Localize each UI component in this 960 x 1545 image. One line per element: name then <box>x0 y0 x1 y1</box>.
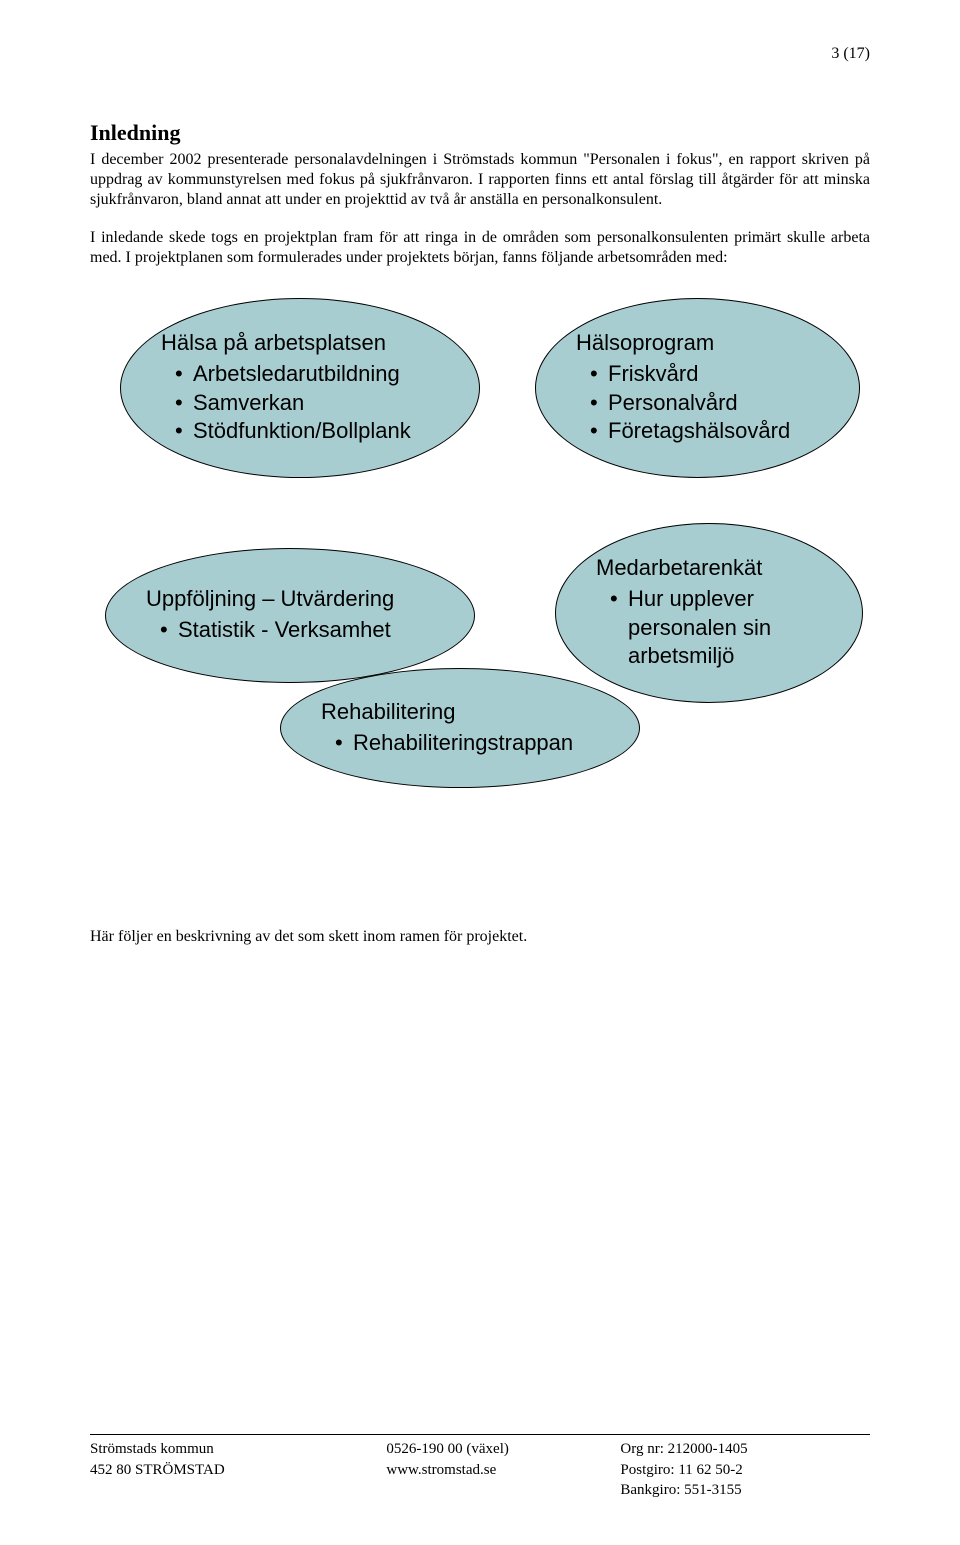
ellipse-list: Hur upplever personalen sin arbetsmiljö <box>596 585 832 671</box>
ellipse-list: Statistik - Verksamhet <box>146 616 444 645</box>
ellipse-list-item: Statistik - Verksamhet <box>160 616 444 645</box>
footer-org-name: Strömstads kommun <box>90 1439 386 1459</box>
ellipse-list-item: Rehabiliteringstrappan <box>335 729 609 758</box>
ellipse-title: Rehabilitering <box>321 699 609 725</box>
ellipse-list-item: Hur upplever personalen sin arbetsmiljö <box>610 585 832 671</box>
paragraph-2: I inledande skede togs en projektplan fr… <box>90 228 870 268</box>
footnote: Här följer en beskrivning av det som ske… <box>90 928 870 946</box>
footer-divider <box>90 1434 870 1435</box>
footer-orgnr: Org nr: 212000-1405 <box>620 1439 870 1459</box>
ellipse-title: Uppföljning – Utvärdering <box>146 586 444 612</box>
footer-col-ids: Org nr: 212000-1405 Postgiro: 11 62 50-2… <box>620 1439 870 1500</box>
ellipse-e1: Hälsa på arbetsplatsen Arbetsledarutbildn… <box>120 298 480 478</box>
ellipse-list-item: Friskvård <box>590 360 829 389</box>
ellipse-list-item: Samverkan <box>175 389 449 418</box>
footer-postgiro: Postgiro: 11 62 50-2 <box>620 1460 870 1480</box>
footer-col-address: Strömstads kommun 452 80 STRÖMSTAD <box>90 1439 386 1500</box>
ellipse-list-item: Personalvård <box>590 389 829 418</box>
footer-bankgiro: Bankgiro: 551-3155 <box>620 1480 870 1500</box>
page-number: 3 (17) <box>831 45 870 63</box>
ellipse-title: Medarbetarenkät <box>596 555 832 581</box>
footer-postal: 452 80 STRÖMSTAD <box>90 1460 386 1480</box>
work-areas-diagram: Hälsa på arbetsplatsen Arbetsledarutbildn… <box>90 298 870 888</box>
ellipse-title: Hälsa på arbetsplatsen <box>161 330 449 356</box>
footer-col-contact: 0526-190 00 (växel) www.stromstad.se <box>386 1439 620 1500</box>
ellipse-list-item: Stödfunktion/Bollplank <box>175 417 449 446</box>
ellipse-e4: Medarbetarenkät Hur upplever personalen s… <box>555 523 863 703</box>
ellipse-list-item: Arbetsledarutbildning <box>175 360 449 389</box>
ellipse-list-item: Företagshälsovård <box>590 417 829 446</box>
page-footer: Strömstads kommun 452 80 STRÖMSTAD 0526-… <box>90 1434 870 1500</box>
ellipse-list: FriskvårdPersonalvårdFöretagshälsovård <box>576 360 829 446</box>
footer-web: www.stromstad.se <box>386 1460 620 1480</box>
ellipse-title: Hälsoprogram <box>576 330 829 356</box>
ellipse-list: ArbetsledarutbildningSamverkanStödfunkti… <box>161 360 449 446</box>
ellipse-e3: Uppföljning – Utvärdering Statistik - Ver… <box>105 548 475 683</box>
ellipse-list: Rehabiliteringstrappan <box>321 729 609 758</box>
paragraph-1: I december 2002 presenterade personalavd… <box>90 150 870 210</box>
section-heading: Inledning <box>90 120 870 146</box>
ellipse-e2: Hälsoprogram FriskvårdPersonalvårdFöretag… <box>535 298 860 478</box>
footer-phone: 0526-190 00 (växel) <box>386 1439 620 1459</box>
ellipse-e5: Rehabilitering Rehabiliteringstrappan <box>280 668 640 788</box>
